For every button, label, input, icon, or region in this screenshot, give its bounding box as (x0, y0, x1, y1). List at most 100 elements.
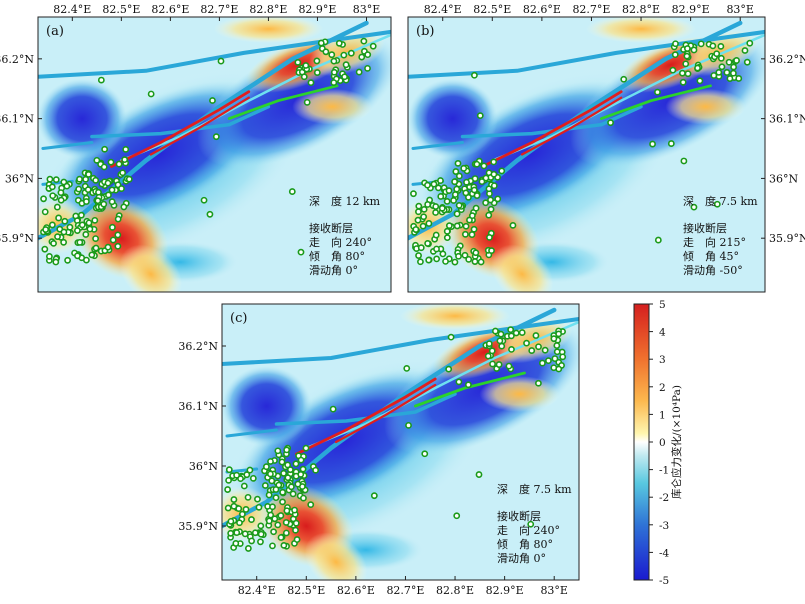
aftershock (723, 69, 731, 76)
source-fault-green (414, 371, 526, 408)
aftershock (41, 245, 49, 253)
aftershock (313, 69, 321, 76)
y-tick-label: 36.1°N (769, 113, 805, 126)
aftershock (54, 233, 61, 241)
y-tick-label: 36.2°N (178, 340, 218, 353)
x-tick-label: 82.5°E (102, 3, 140, 16)
aftershock (277, 534, 285, 541)
aftershock (50, 239, 57, 247)
aftershock (342, 61, 350, 69)
aftershock (550, 335, 558, 343)
receiver-fault-info-line: 倾 角 80° (309, 250, 365, 263)
x-tick-label: 82.9°E (298, 3, 336, 16)
x-tick-label: 82.8°E (249, 3, 287, 16)
receiver-fault-info-line: 深 度 12 km (309, 194, 381, 208)
receiver-fault-info-line: 滑动角 -50° (683, 264, 743, 277)
aftershock (292, 519, 300, 527)
aftershock (452, 168, 460, 175)
aftershock (494, 195, 502, 203)
aftershock (468, 231, 476, 238)
aftershock (52, 258, 60, 266)
aftershock (541, 346, 549, 354)
aftershock (282, 519, 290, 526)
aftershock (518, 329, 526, 336)
aftershock (118, 185, 125, 192)
aftershock (492, 327, 499, 335)
stress-positive-sw-tail (119, 244, 183, 292)
aftershock (271, 515, 279, 523)
aftershock (82, 231, 90, 238)
x-tick-label: 82.6°E (337, 584, 375, 597)
aftershock (76, 238, 84, 246)
aftershock (257, 538, 264, 546)
aftershock (455, 201, 463, 209)
aftershock (335, 39, 343, 47)
aftershock (538, 359, 546, 367)
receiver-fault-info-line: 接收断层 (497, 509, 541, 523)
aftershock (85, 170, 92, 178)
fault-west (411, 141, 464, 150)
aftershock (735, 75, 743, 82)
aftershock (472, 249, 480, 257)
aftershock (433, 255, 441, 263)
aftershock (40, 195, 47, 203)
colorbar-scale (633, 303, 650, 581)
aftershock (713, 50, 721, 58)
aftershock (279, 488, 287, 496)
aftershock (667, 140, 675, 147)
source-fault-green (600, 84, 712, 120)
aftershock (108, 186, 116, 194)
aftershock (244, 545, 252, 552)
aftershock (263, 463, 270, 471)
stress-shadow-north (408, 78, 498, 159)
aftershock (92, 176, 100, 184)
colorbar-tick-label: 5 (659, 299, 666, 311)
aftershock (114, 231, 122, 239)
source-fault-red (295, 377, 437, 456)
panel-frame (221, 303, 580, 581)
fault-inner (491, 33, 765, 162)
aftershock (432, 209, 439, 216)
aftershock (425, 220, 433, 227)
aftershock (279, 498, 286, 506)
aftershock (455, 252, 462, 260)
aftershock (294, 58, 302, 66)
aftershock (307, 501, 315, 509)
aftershock (460, 164, 468, 172)
aftershock (101, 145, 109, 153)
x-tick-label: 82.7°E (386, 584, 424, 597)
aftershock-group (40, 37, 377, 266)
aftershock (488, 247, 495, 255)
aftershock (322, 48, 330, 56)
aftershock (360, 37, 368, 45)
aftershock (249, 474, 257, 482)
stress-positive-north (586, 17, 697, 43)
aftershock (718, 63, 726, 71)
x-tick-label: 82.6°E (523, 3, 561, 16)
aftershock (466, 216, 473, 224)
aftershock (61, 217, 69, 225)
aftershock (119, 169, 127, 177)
aftershock (302, 62, 310, 69)
aftershock (364, 64, 371, 72)
aftershock (453, 222, 461, 230)
aftershock (292, 526, 299, 534)
aftershock (437, 193, 445, 200)
aftershock (461, 251, 469, 259)
panel-label: (b) (416, 24, 434, 39)
aftershock (66, 223, 74, 231)
aftershock (412, 226, 420, 233)
aftershock (75, 185, 83, 193)
colorbar-title: 库仑应力变化/(×10⁴Pa) (670, 385, 683, 499)
aftershock (300, 494, 307, 502)
colorbar-tick-label: 0 (659, 437, 666, 449)
aftershock (455, 378, 463, 386)
aftershock (292, 460, 300, 468)
aftershock (93, 156, 101, 164)
aftershock (463, 178, 470, 186)
receiver-fault-info-line: 倾 角 45° (683, 250, 739, 263)
x-tick-label: 83°E (726, 3, 754, 16)
aftershock (507, 326, 515, 334)
aftershock-group (224, 326, 567, 552)
